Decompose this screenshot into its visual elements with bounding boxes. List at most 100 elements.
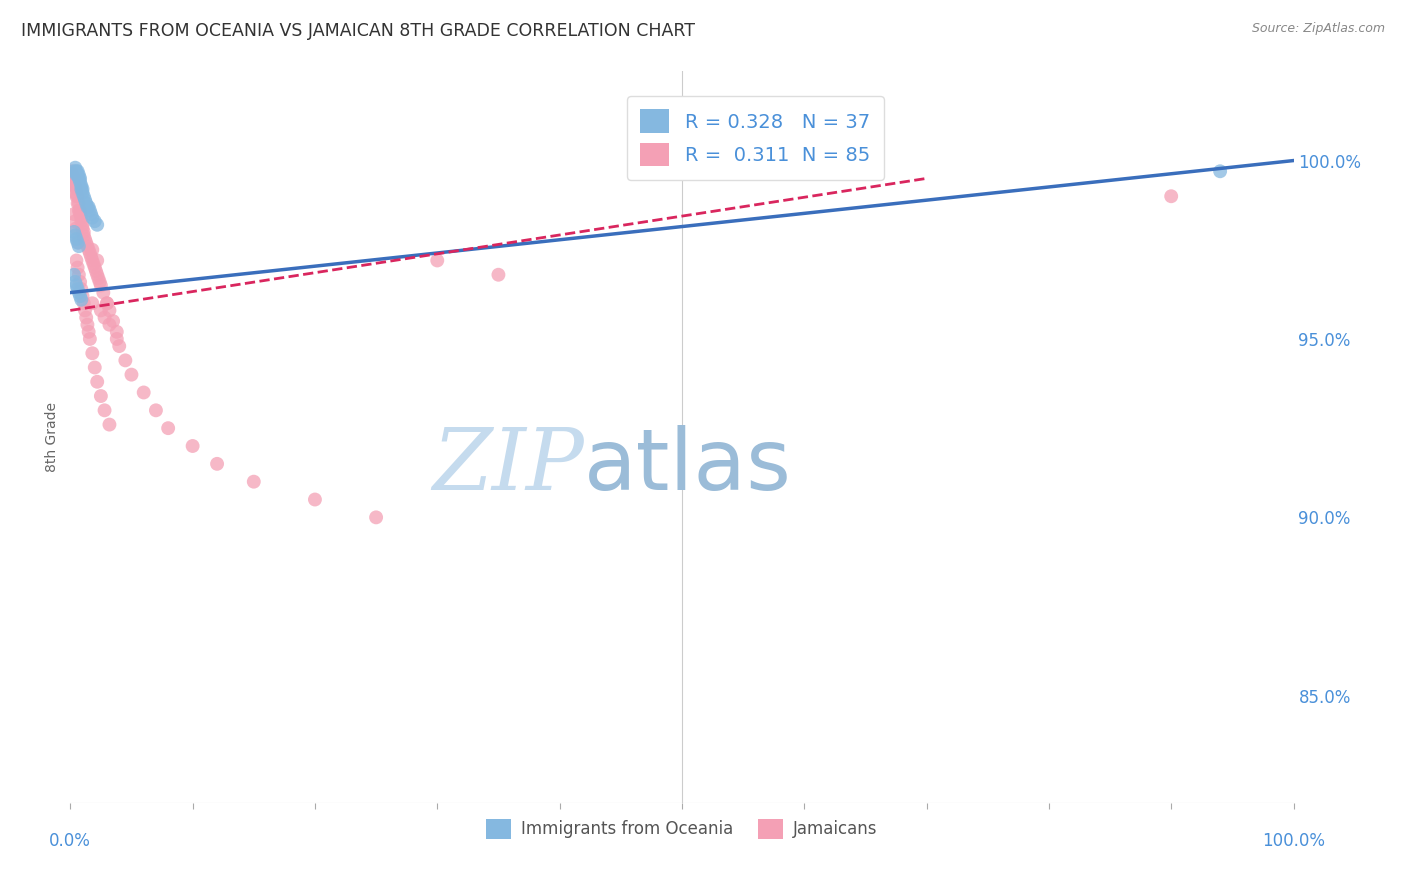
Point xyxy=(69,289,91,303)
Point xyxy=(83,257,105,271)
Point xyxy=(62,175,84,189)
Point xyxy=(69,203,91,218)
Point xyxy=(70,282,93,296)
Point xyxy=(83,214,105,228)
Point xyxy=(67,168,90,182)
Point xyxy=(60,164,83,178)
Text: Source: ZipAtlas.com: Source: ZipAtlas.com xyxy=(1251,22,1385,36)
Point xyxy=(65,168,87,182)
Point xyxy=(70,211,93,225)
Point xyxy=(70,178,93,193)
Point xyxy=(75,310,97,325)
Point xyxy=(366,510,388,524)
Point xyxy=(75,196,97,211)
Point xyxy=(63,207,86,221)
Point xyxy=(72,186,94,200)
Point xyxy=(82,253,104,268)
Point xyxy=(82,243,104,257)
Point xyxy=(66,164,89,178)
Point xyxy=(84,264,107,278)
Point xyxy=(80,207,103,221)
Point xyxy=(65,221,87,235)
Point xyxy=(69,275,91,289)
Point xyxy=(86,268,108,282)
Point xyxy=(73,232,96,246)
Point xyxy=(205,457,228,471)
Point xyxy=(67,171,90,186)
Point xyxy=(70,293,93,307)
Point xyxy=(63,178,86,193)
Point xyxy=(86,218,108,232)
Point xyxy=(96,296,118,310)
Point xyxy=(79,332,101,346)
Point xyxy=(145,403,167,417)
Point xyxy=(89,275,111,289)
Point xyxy=(76,239,98,253)
Point xyxy=(90,278,112,293)
Point xyxy=(98,417,121,432)
Point xyxy=(121,368,143,382)
Point xyxy=(98,303,121,318)
Point xyxy=(91,285,114,300)
Point xyxy=(105,325,128,339)
Point xyxy=(181,439,204,453)
Point xyxy=(77,200,100,214)
Point xyxy=(73,303,96,318)
Point xyxy=(63,164,86,178)
Point xyxy=(82,346,104,360)
Point xyxy=(65,232,87,246)
Point xyxy=(63,178,86,193)
Point xyxy=(86,375,108,389)
Point xyxy=(90,303,112,318)
Point xyxy=(488,268,510,282)
Point xyxy=(66,168,89,182)
Point xyxy=(86,253,108,268)
Point xyxy=(69,175,91,189)
Point xyxy=(114,353,136,368)
Point xyxy=(67,239,90,253)
Text: ZIP: ZIP xyxy=(432,425,583,508)
Point xyxy=(93,310,115,325)
Point xyxy=(132,385,155,400)
Point xyxy=(69,171,91,186)
Point xyxy=(65,278,87,293)
Point xyxy=(1209,164,1232,178)
Point xyxy=(67,285,90,300)
Point xyxy=(75,235,97,250)
Point xyxy=(63,161,86,175)
Point xyxy=(73,225,96,239)
Point xyxy=(82,211,104,225)
Point xyxy=(70,214,93,228)
Point xyxy=(79,246,101,260)
Point xyxy=(72,289,94,303)
Point xyxy=(63,275,86,289)
Point xyxy=(72,218,94,232)
Point xyxy=(77,325,100,339)
Point xyxy=(82,296,104,310)
Point xyxy=(63,186,86,200)
Point xyxy=(793,161,815,175)
Point xyxy=(76,200,98,214)
Point xyxy=(87,271,110,285)
Point xyxy=(72,221,94,235)
Point xyxy=(76,318,98,332)
Point xyxy=(62,168,84,182)
Point xyxy=(77,243,100,257)
Point xyxy=(63,268,86,282)
Point xyxy=(72,182,94,196)
Text: atlas: atlas xyxy=(583,425,792,508)
Point xyxy=(83,360,105,375)
Y-axis label: 8th Grade: 8th Grade xyxy=(45,402,59,472)
Point xyxy=(66,235,89,250)
Point xyxy=(90,389,112,403)
Legend: Immigrants from Oceania, Jamaicans: Immigrants from Oceania, Jamaicans xyxy=(479,812,884,846)
Point xyxy=(65,189,87,203)
Point xyxy=(67,268,90,282)
Point xyxy=(243,475,266,489)
Point xyxy=(105,332,128,346)
Point xyxy=(65,182,87,196)
Point xyxy=(63,171,86,186)
Point xyxy=(83,260,105,275)
Point xyxy=(65,164,87,178)
Point xyxy=(93,403,115,417)
